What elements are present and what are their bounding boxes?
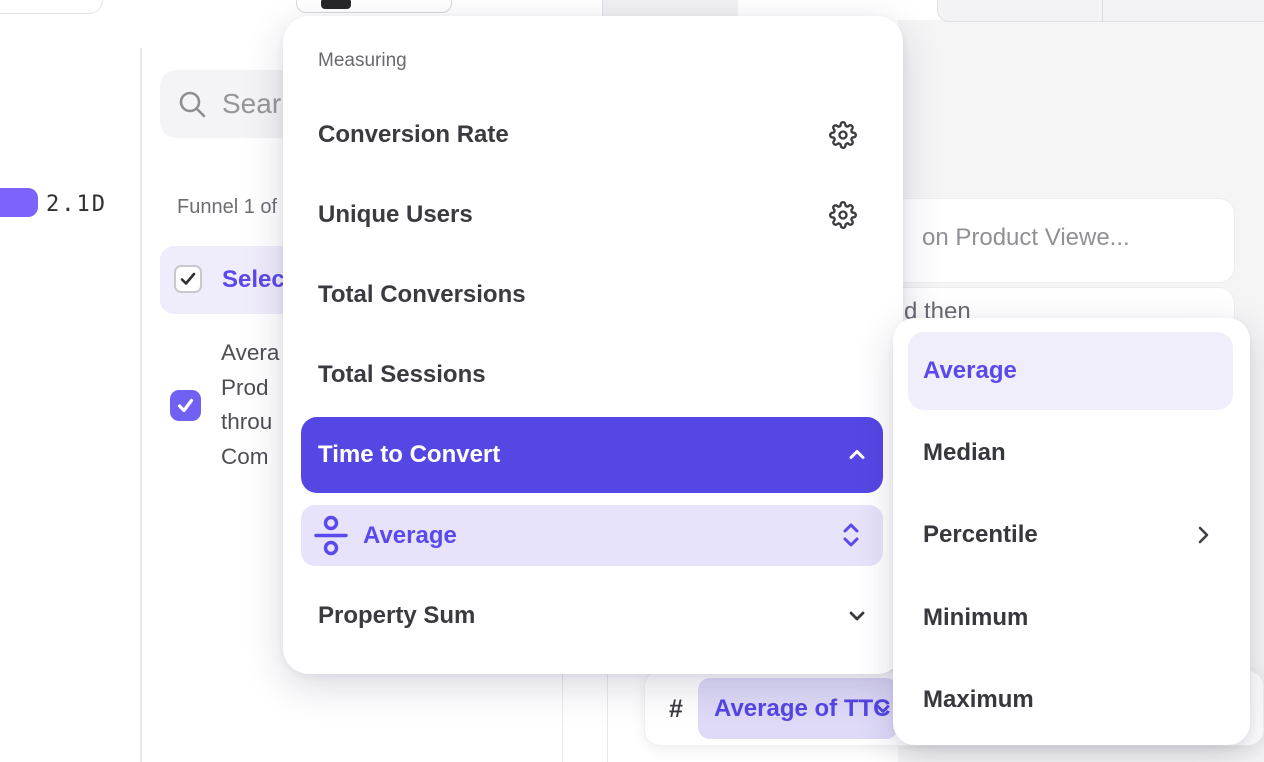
description-line: Prod <box>221 374 269 400</box>
metric-value: 2.1D <box>46 192 107 217</box>
column-divider <box>562 674 563 762</box>
chevron-up-icon <box>847 445 867 465</box>
funnel-step-label: Funnel 1 of <box>177 196 278 218</box>
description-line: Com <box>221 443 269 469</box>
submenu-item-percentile[interactable]: Percentile <box>923 521 1038 548</box>
submenu-item-minimum[interactable]: Minimum <box>923 604 1029 631</box>
search-placeholder: Sear <box>222 88 282 119</box>
gear-icon[interactable] <box>829 121 857 149</box>
chevron-down-icon[interactable] <box>846 605 868 627</box>
event-step-text: on Product Viewe... <box>922 224 1130 251</box>
submenu-average-label: Average <box>923 357 1017 384</box>
menu-item-property-sum[interactable]: Property Sum <box>318 602 476 629</box>
measuring-header: Measuring <box>318 50 407 71</box>
chart-type-button-fragment[interactable] <box>296 0 452 13</box>
menu-item-unique-users[interactable]: Unique Users <box>318 201 473 228</box>
funnel-bar-segment <box>0 188 38 217</box>
gear-icon[interactable] <box>829 201 857 229</box>
ttc-average-label: Average <box>363 522 457 549</box>
aggregation-submenu: Average Median Percentile Minimum Maximu… <box>893 318 1250 745</box>
column-divider <box>607 674 608 762</box>
average-of-ttc-label: Average of TTC <box>714 695 891 722</box>
description-line: throu <box>221 409 273 434</box>
header-column-divider <box>1102 0 1103 22</box>
numeric-type-symbol: # <box>669 695 683 723</box>
average-of-ttc-dropdown[interactable]: Average of TTC <box>698 678 898 739</box>
chevron-right-icon <box>1193 524 1213 546</box>
table-header-fragment <box>937 0 1264 22</box>
divide-icon <box>313 515 349 556</box>
menu-item-time-to-convert[interactable]: Time to Convert <box>301 417 883 493</box>
chevron-up-down-icon <box>840 520 862 550</box>
chevron-down-icon <box>874 700 892 718</box>
checkbox-checked[interactable] <box>174 265 202 293</box>
funnel-chart-icon <box>321 0 351 9</box>
menu-item-ttc-average[interactable]: Average <box>301 505 883 566</box>
submenu-item-median[interactable]: Median <box>923 439 1006 466</box>
search-icon <box>177 89 209 121</box>
panel-divider <box>140 48 142 762</box>
time-to-convert-label: Time to Convert <box>318 441 501 468</box>
submenu-item-maximum[interactable]: Maximum <box>923 686 1034 713</box>
top-left-card-fragment <box>0 0 103 14</box>
description-line: Avera <box>221 340 280 365</box>
measuring-dropdown: Measuring Conversion Rate Unique Users T… <box>283 16 903 674</box>
menu-item-total-conversions[interactable]: Total Conversions <box>318 281 526 308</box>
funnel-description: Avera Prod throu Com <box>221 336 279 474</box>
menu-item-conversion-rate[interactable]: Conversion Rate <box>318 121 509 148</box>
menu-item-total-sessions[interactable]: Total Sessions <box>318 361 486 388</box>
submenu-item-average[interactable]: Average <box>908 332 1233 410</box>
select-link[interactable]: Selec <box>222 266 285 293</box>
checkbox-purple-checked[interactable] <box>170 390 201 421</box>
